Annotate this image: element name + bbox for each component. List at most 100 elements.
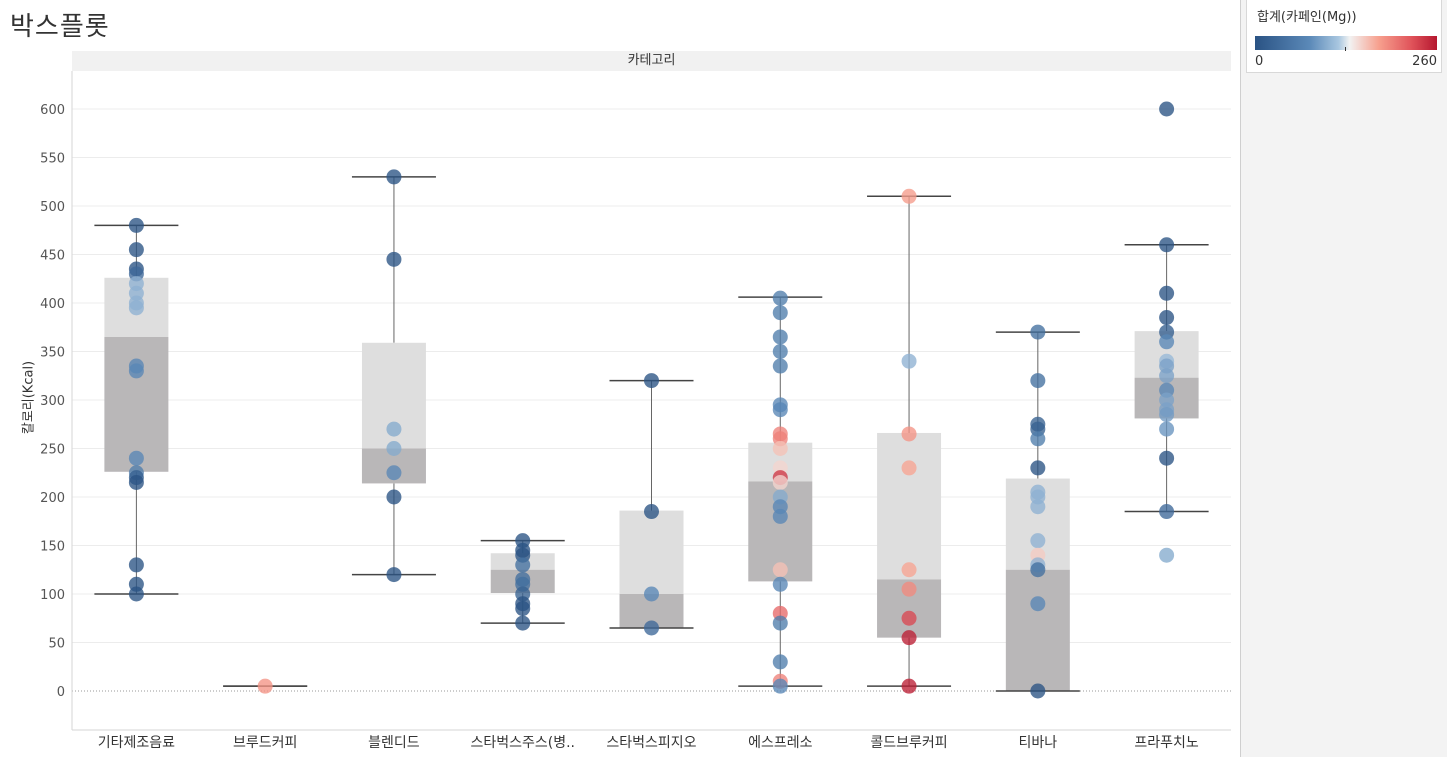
y-tick-label: 400 (40, 297, 65, 312)
data-point (128, 217, 144, 233)
data-point (128, 450, 144, 466)
data-point (772, 402, 788, 418)
data-point (644, 586, 659, 602)
y-tick-label: 0 (57, 685, 65, 700)
y-tick-label: 550 (40, 152, 65, 167)
y-tick-label: 350 (40, 346, 65, 361)
data-point (1030, 562, 1046, 578)
data-point (901, 353, 917, 369)
y-tick-label: 300 (40, 394, 65, 409)
data-point (1030, 373, 1046, 389)
data-point (772, 358, 788, 374)
x-tick-label: 기타제조음료 (98, 735, 175, 751)
data-point (1159, 334, 1175, 350)
data-point (1159, 421, 1175, 437)
data-point (1030, 499, 1046, 515)
data-point (772, 508, 788, 524)
data-point (1030, 431, 1046, 447)
y-tick-label: 600 (40, 103, 65, 118)
data-point (128, 586, 144, 602)
data-point (901, 460, 917, 476)
y-tick-label: 500 (40, 200, 65, 215)
data-point (1159, 547, 1175, 563)
data-point (128, 557, 144, 573)
legend-min-label: 0 (1255, 54, 1264, 69)
data-point (901, 562, 917, 578)
data-point (772, 562, 788, 578)
data-point (1159, 310, 1175, 326)
data-point (128, 474, 144, 490)
data-point (386, 465, 402, 481)
box-upper (877, 432, 942, 580)
data-point (772, 576, 788, 592)
x-tick-label: 스타벅스주스(병.. (470, 735, 575, 751)
data-point (1159, 450, 1175, 466)
data-point (515, 601, 531, 617)
x-tick-label: 브루드커피 (233, 735, 297, 751)
data-point (1030, 460, 1046, 476)
data-point (901, 630, 917, 646)
data-point (1159, 285, 1175, 301)
sidebar (1240, 0, 1447, 757)
x-tick-label: 티바나 (1019, 735, 1058, 751)
color-legend[interactable]: 합계(카페인(Mg)) 0 260 (1246, 0, 1442, 73)
data-point (1159, 407, 1175, 423)
data-point (772, 654, 788, 670)
data-point (772, 441, 788, 456)
data-point (901, 426, 917, 442)
data-point (386, 489, 402, 505)
data-point (128, 363, 144, 379)
data-point (772, 305, 788, 321)
box-upper (619, 510, 684, 594)
box-lower (1005, 569, 1070, 691)
data-point (1030, 596, 1046, 612)
data-point (644, 504, 659, 520)
data-point (901, 678, 917, 694)
y-tick-label: 250 (40, 443, 65, 458)
x-tick-label: 콜드브루커피 (870, 735, 947, 751)
legend-midpoint-tick (1345, 47, 1346, 51)
data-point (1030, 533, 1046, 549)
data-point (1159, 237, 1175, 253)
data-point (128, 242, 144, 258)
data-point (515, 557, 531, 573)
x-tick-label: 블렌디드 (368, 735, 420, 751)
data-point (386, 169, 402, 185)
legend-color-ramp (1255, 36, 1437, 50)
data-point (128, 300, 144, 316)
data-point (1030, 324, 1046, 340)
data-point (1030, 683, 1046, 699)
data-point (257, 678, 273, 694)
data-point (901, 581, 917, 597)
data-point (772, 615, 788, 631)
data-point (1159, 368, 1175, 384)
legend-title: 합계(카페인(Mg)) (1257, 10, 1357, 25)
data-point (1159, 504, 1175, 520)
x-tick-label: 프라푸치노 (1134, 735, 1199, 751)
y-tick-label: 200 (40, 491, 65, 506)
data-point (1159, 101, 1175, 117)
data-point (515, 615, 531, 631)
y-tick-label: 50 (48, 637, 65, 652)
data-point (901, 188, 917, 204)
page-title: 박스플롯 (10, 12, 110, 42)
panel-header: 카테고리 (72, 51, 1231, 71)
data-point (772, 474, 788, 490)
data-point (386, 567, 402, 583)
data-point (772, 290, 788, 306)
data-point (386, 251, 402, 267)
data-point (772, 344, 788, 359)
x-tick-label: 스타벅스피지오 (606, 735, 696, 751)
y-tick-label: 100 (40, 588, 65, 603)
data-point (772, 329, 788, 345)
data-point (644, 373, 659, 389)
data-point (386, 421, 402, 437)
y-tick-label: 150 (40, 540, 65, 555)
data-point (901, 610, 917, 626)
x-tick-label: 에스프레소 (748, 735, 813, 751)
data-point (772, 678, 788, 694)
legend-max-label: 260 (1412, 54, 1437, 69)
y-tick-label: 450 (40, 249, 65, 264)
data-point (644, 620, 659, 636)
data-point (386, 441, 402, 456)
